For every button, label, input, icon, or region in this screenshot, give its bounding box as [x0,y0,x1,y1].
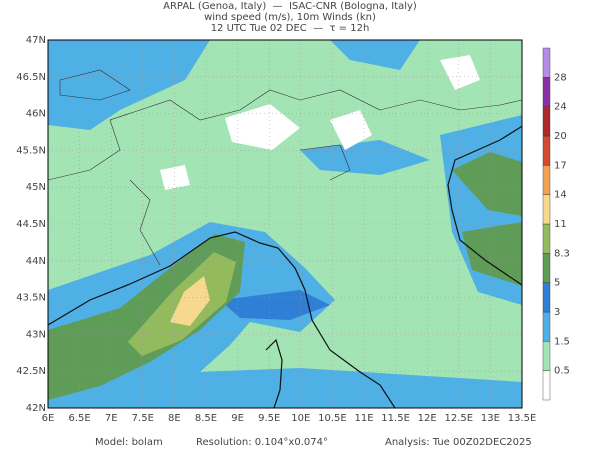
colorbar-segment [542,194,551,225]
colorbar-label: 8.3 [554,248,570,259]
colorbar-label: 1.5 [554,336,570,347]
title-line: wind speed (m/s), 10m Winds (kn) [204,12,376,23]
lat-label: 44N [26,256,46,267]
lon-label: 7.5E [132,413,154,424]
footer: Model: bolam Resolution: 0.104°x0.074° A… [95,437,532,448]
colorbar: 0.5 1.5 3 5 8.3 11 14 17 20 24 28 [542,47,570,401]
lat-label: 46N [26,109,46,120]
lon-labels: 6E 6.5E 7E 7.5E 8E 8.5E 9E 9.5E 10E 10.5E 11E 11.5E… [42,413,537,424]
lon-label: 11.5E [381,413,410,424]
colorbar-label: 28 [554,72,567,83]
lat-label: 46.5N [16,72,46,83]
coastlines [48,69,522,408]
title-line: ARPAL (Genoa, Italy) — ISAC-CNR (Bologna… [163,1,417,12]
colorbar-segment [542,77,551,107]
analysis-label: Analysis: Tue 00Z02DEC2025 [385,437,532,448]
colorbar-segment [542,223,551,254]
colorbar-segment [542,370,551,401]
lon-label: 8E [168,413,181,424]
lon-label: 10E [291,413,310,424]
colorbar-label: 17 [554,160,567,171]
colorbar-segment [542,106,551,137]
colorbar-segment [542,165,551,195]
wind-field [48,40,522,408]
lat-label: 43.5N [16,293,46,304]
lat-labels: 47N 46.5N 46N 45.5N 45N 44.5N 44N 43.5N 43N 42.5N… [16,35,46,414]
colorbar-label: 11 [554,219,567,230]
lat-label: 45.5N [16,145,46,156]
lat-label: 44.5N [16,219,46,230]
colorbar-label: 24 [554,102,567,113]
resolution-label: Resolution: 0.104°x0.074° [196,437,328,448]
lon-label: 6E [42,413,55,424]
lon-label: 12E [418,413,437,424]
colorbar-label: 20 [554,131,567,142]
colorbar-segment [542,135,551,166]
lon-label: 11E [354,413,373,424]
lon-label: 9.5E [258,413,280,424]
colorbar-label: 0.5 [554,366,570,377]
lat-label: 42.5N [16,366,46,377]
map-frame [47,39,523,409]
lon-label: 12.5E [445,413,474,424]
lat-label: 45N [26,182,46,193]
lon-label: 7E [105,413,118,424]
lon-label: 13E [481,413,500,424]
lat-label: 47N [26,35,46,46]
colorbar-segment [542,311,551,342]
lon-label: 9E [231,413,244,424]
lon-label: 13.5E [508,413,537,424]
lat-label: 43N [26,329,46,340]
lon-label: 10.5E [318,413,347,424]
lon-label: 8.5E [195,413,217,424]
lat-label: 42N [26,403,46,414]
header: ARPAL (Genoa, Italy) — ISAC-CNR (Bologna… [163,1,417,34]
colorbar-segment [542,47,551,78]
colorbar-label: 14 [554,190,567,201]
colorbar-label: 3 [554,307,560,318]
graticule [48,40,522,408]
colorbar-segment [542,282,551,313]
colorbar-segment [542,341,551,371]
title-line: 12 UTC Tue 02 DEC — τ = 12h [211,23,370,34]
lon-label: 6.5E [68,413,90,424]
model-label: Model: bolam [95,437,163,448]
colorbar-segment [542,253,551,283]
colorbar-label: 5 [554,278,560,289]
